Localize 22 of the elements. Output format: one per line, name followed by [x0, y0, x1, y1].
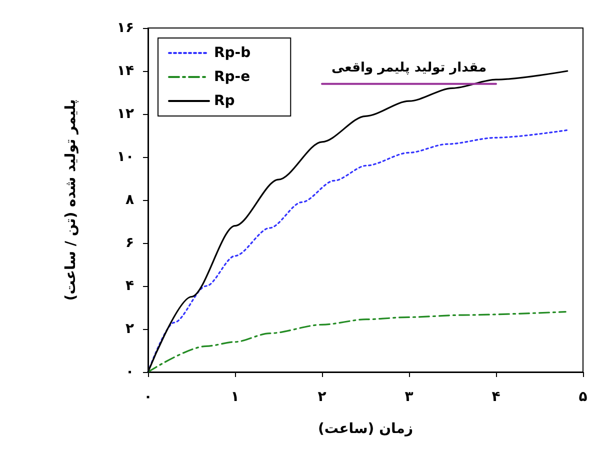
x-axis-title: زمان (ساعت) [318, 421, 414, 437]
x-tick-label: ۲ [318, 389, 327, 405]
y-axis-title: پلیمر تولید شده (تن / ساعت) [63, 99, 79, 301]
x-tick-label: ۴ [492, 389, 501, 405]
x-tick-label: ۵ [578, 389, 588, 405]
y-tick-label: ۸ [125, 192, 134, 208]
y-tick-label: ۱۴ [116, 63, 134, 79]
y-tick-label: ۱۶ [116, 20, 134, 36]
x-tick-label: ۳ [404, 389, 414, 405]
y-tick-label: ۲ [125, 321, 134, 337]
y-tick-label: ۴ [125, 278, 134, 294]
x-tick-label: ۱ [230, 389, 240, 405]
legend-label: Rp-e [214, 69, 250, 85]
y-tick-label: ۱۰ [116, 149, 134, 165]
x-tick-label: ۰ [144, 389, 152, 405]
annotation: مقدار تولید پلیمر واقعی [332, 60, 486, 76]
y-tick-label: ۰ [125, 364, 134, 380]
y-tick-label: ۶ [125, 235, 134, 251]
line-series [147, 311, 566, 373]
legend-label: Rp [214, 93, 235, 109]
y-tick-label: ۱۲ [116, 106, 134, 122]
legend-label: Rp-b [214, 45, 251, 61]
